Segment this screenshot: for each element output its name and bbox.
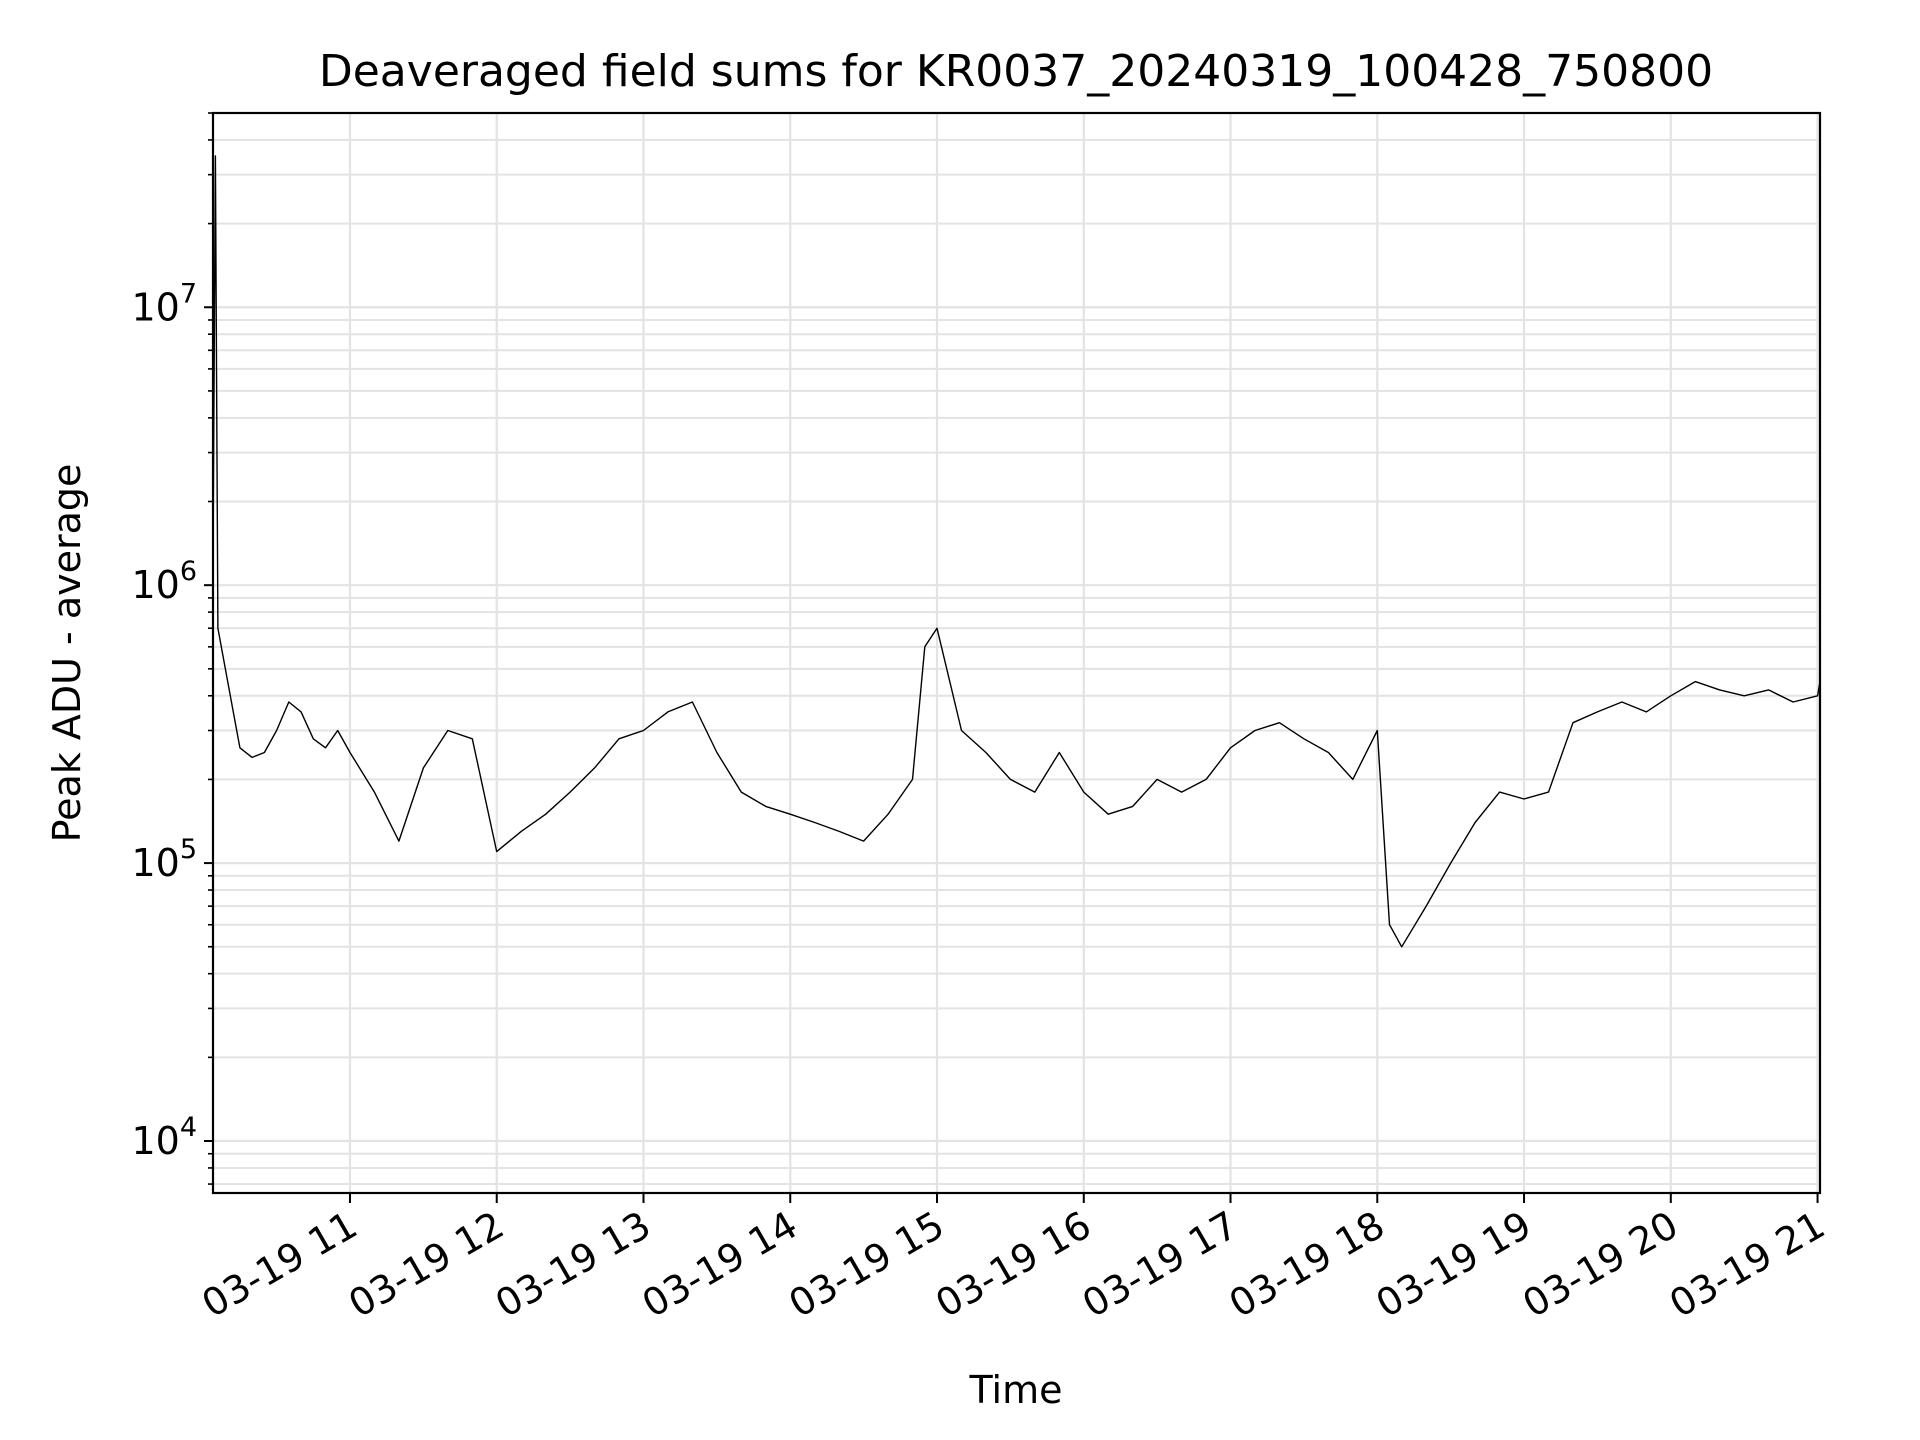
y-tick-label: 104 (131, 1112, 197, 1163)
y-tick-label: 105 (131, 834, 197, 885)
chart-title: Deaveraged field sums for KR0037_2024031… (319, 46, 1713, 97)
y-axis-label: Peak ADU - average (45, 464, 89, 843)
y-axis: 104 105 106 107 (131, 112, 213, 1185)
minor-gridlines (213, 112, 1820, 1186)
series-line (212, 155, 1821, 948)
major-gridlines (213, 113, 1820, 1193)
x-axis-label: Time (969, 1368, 1063, 1412)
y-tick-label: 107 (131, 278, 197, 329)
plot-frame (211, 111, 1822, 1195)
series-layer (212, 155, 1821, 948)
y-tick-label: 106 (131, 556, 197, 607)
